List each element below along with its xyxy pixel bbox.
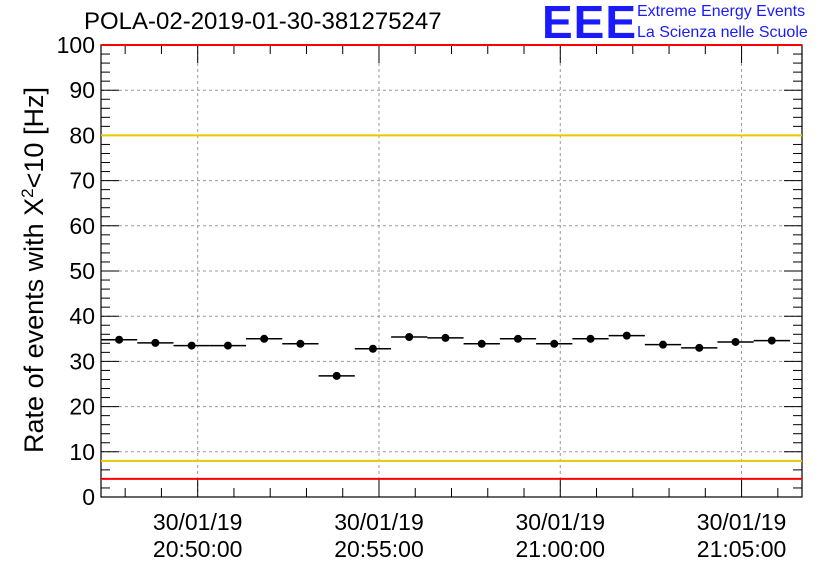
x-tick-label-time: 21:05:00 (697, 536, 787, 562)
y-tick-label: 0 (82, 484, 95, 510)
eee-logo-mark: EEE (542, 0, 638, 48)
data-point (586, 334, 595, 343)
x-tick-label-date: 30/01/19 (516, 509, 606, 535)
x-tick-label-time: 20:55:00 (334, 536, 424, 562)
y-tick-label: 80 (69, 122, 95, 148)
data-point (513, 334, 522, 343)
data-point (659, 340, 668, 349)
data-point (622, 331, 631, 340)
chart-title: POLA-02-2019-01-30-381275247 (84, 8, 442, 35)
y-tick-label: 30 (69, 348, 95, 374)
y-tick-label: 50 (69, 258, 95, 284)
data-point (115, 335, 124, 344)
data-point (296, 339, 305, 348)
y-axis-label-sup: 2 (18, 188, 37, 198)
x-tick-label-date: 30/01/19 (153, 509, 243, 535)
x-tick-label-time: 20:50:00 (153, 536, 243, 562)
data-point (332, 371, 341, 380)
logo-line-1: Extreme Energy Events (637, 3, 806, 20)
data-point (368, 344, 377, 353)
data-point (441, 333, 450, 342)
y-tick-label: 60 (69, 213, 95, 239)
data-point (405, 332, 414, 341)
y-tick-label: 10 (69, 439, 95, 465)
y-axis-label-suffix: <10 [Hz] (19, 87, 49, 189)
y-axis-label-prefix: Rate of events with X (19, 197, 49, 453)
y-tick-label: 40 (69, 303, 95, 329)
data-point (550, 339, 559, 348)
y-tick-label: 70 (69, 168, 95, 194)
x-tick-label-date: 30/01/19 (697, 509, 787, 535)
data-point (223, 341, 232, 350)
eee-logo: EEE Extreme Energy Events La Scienza nel… (542, 0, 832, 48)
data-point (151, 338, 160, 347)
y-tick-label: 100 (57, 32, 95, 58)
y-tick-label: 90 (69, 77, 95, 103)
data-point (477, 339, 486, 348)
data-point (260, 334, 269, 343)
logo-line-2: La Scienza nelle Scuole (637, 24, 808, 41)
data-point (731, 337, 740, 346)
y-tick-label: 20 (69, 394, 95, 420)
data-point (695, 343, 704, 352)
data-point (187, 341, 196, 350)
x-tick-label-time: 21:00:00 (516, 536, 606, 562)
data-point (767, 336, 776, 345)
x-tick-label-date: 30/01/19 (334, 509, 424, 535)
